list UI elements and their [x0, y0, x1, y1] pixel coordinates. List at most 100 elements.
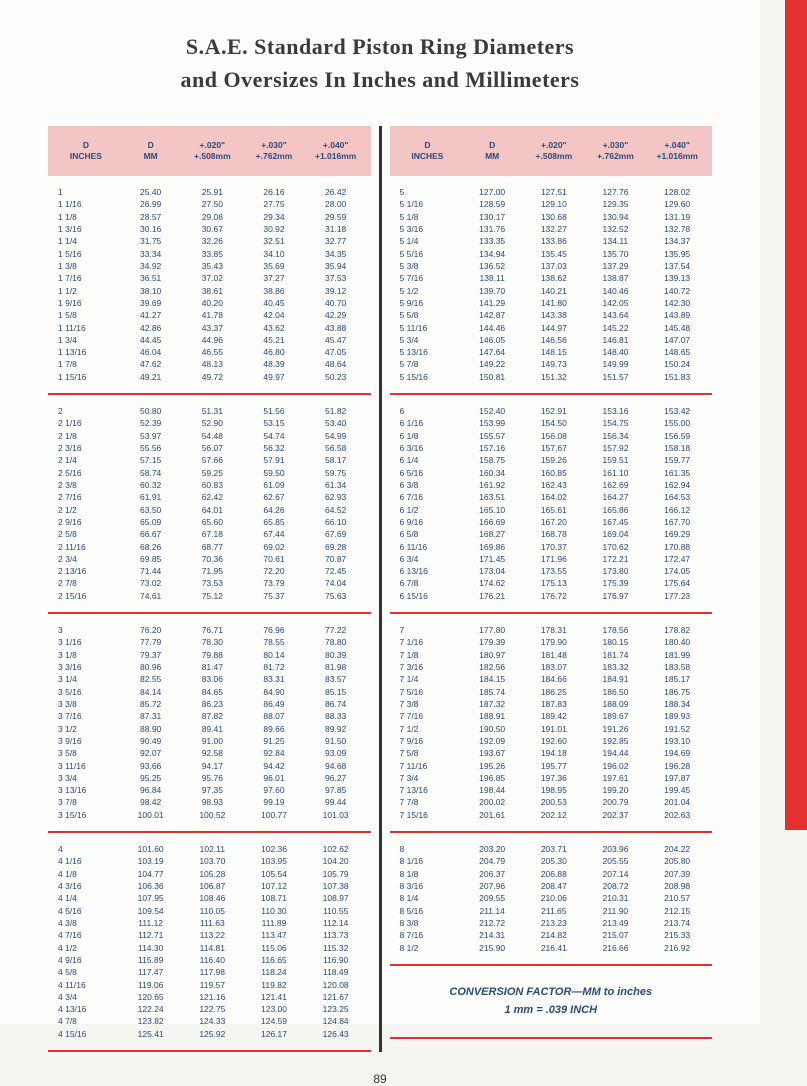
table-row: 1 15/1649.2149.7249.9750.23	[48, 371, 371, 383]
table-cell: 84.65	[182, 686, 244, 698]
table-cell: 49.72	[182, 371, 244, 383]
table-cell: 136.52	[461, 260, 523, 272]
table-cell: 30.92	[243, 223, 305, 235]
table-cell: 4 15/16	[52, 1028, 120, 1040]
table-row: 8 7/16214.31214.82215.07215.33	[390, 929, 713, 941]
table-cell: 31.75	[120, 235, 182, 247]
table-cell: 4 5/8	[52, 966, 120, 978]
table-cell: 122.24	[120, 1003, 182, 1015]
table-cell: 106.87	[182, 880, 244, 892]
table-cell: 58.17	[305, 454, 367, 466]
table-cell: 185.17	[646, 673, 708, 685]
table-cell: 172.47	[646, 553, 708, 565]
table-cell: 166.12	[646, 504, 708, 516]
table-cell: 155.00	[646, 417, 708, 429]
table-cell: 144.97	[523, 322, 585, 334]
table-cell: 140.72	[646, 285, 708, 297]
table-cell: 213.23	[523, 917, 585, 929]
table-cell: 3 15/16	[52, 809, 120, 821]
table-cell: 117.47	[120, 966, 182, 978]
col-d-mm: DMM	[120, 140, 182, 162]
table-cell: 125.92	[182, 1028, 244, 1040]
table-cell: 7 1/4	[394, 673, 462, 685]
table-cell: 70.36	[182, 553, 244, 565]
table-cell: 197.36	[523, 772, 585, 784]
col-020: +.020"+.508mm	[182, 140, 244, 162]
table-cell: 74.04	[305, 577, 367, 589]
table-cell: 27.50	[182, 198, 244, 210]
table-row: 6 3/4171.45171.96172.21172.47	[390, 553, 713, 565]
table-cell: 202.63	[646, 809, 708, 821]
table-cell: 174.62	[461, 577, 523, 589]
table-row: 3 3/1680.9681.4781.7281.98	[48, 661, 371, 673]
table-cell: 7 1/2	[394, 723, 462, 735]
table-cell: 188.34	[646, 698, 708, 710]
table-cell: 211.14	[461, 905, 523, 917]
table-cell: 39.12	[305, 285, 367, 297]
table-row: 7 7/16188.91189.42189.67189.93	[390, 710, 713, 722]
table-cell: 88.33	[305, 710, 367, 722]
table-cell: 185.74	[461, 686, 523, 698]
table-cell: 168.78	[523, 528, 585, 540]
table-cell: 138.62	[523, 272, 585, 284]
table-cell: 5 7/8	[394, 358, 462, 370]
table-cell: 44.45	[120, 334, 182, 346]
table-row: 2 3/1655.5656.0756.3256.58	[48, 442, 371, 454]
table-cell: 32.77	[305, 235, 367, 247]
table-cell: 113.22	[182, 929, 244, 941]
table-section: 8203.20203.71203.96204.228 1/16204.79205…	[390, 833, 713, 966]
table-cell: 5 13/16	[394, 346, 462, 358]
table-section: 250.8051.3151.5651.822 1/1652.3952.9053.…	[48, 395, 371, 614]
table-cell: 107.12	[243, 880, 305, 892]
table-cell: 102.36	[243, 843, 305, 855]
table-cell: 113.47	[243, 929, 305, 941]
table-cell: 135.45	[523, 248, 585, 260]
title-line-2: and Oversizes In Inches and Millimeters	[40, 63, 720, 96]
table-cell: 200.53	[523, 796, 585, 808]
table-cell: 2 5/16	[52, 467, 120, 479]
table-cell: 5 15/16	[394, 371, 462, 383]
table-cell: 85.72	[120, 698, 182, 710]
table-cell: 47.05	[305, 346, 367, 358]
table-cell: 173.55	[523, 565, 585, 577]
table-cell: 132.52	[585, 223, 647, 235]
table-row: 3 9/1690.4991.0091.2591.50	[48, 735, 371, 747]
table-cell: 95.76	[182, 772, 244, 784]
table-cell: 30.16	[120, 223, 182, 235]
table-cell: 86.23	[182, 698, 244, 710]
table-cell: 149.22	[461, 358, 523, 370]
table-cell: 178.31	[523, 624, 585, 636]
table-cell: 183.32	[585, 661, 647, 673]
table-cell: 204.22	[646, 843, 708, 855]
table-cell: 107.95	[120, 892, 182, 904]
table-row: 8 1/16204.79205.30205.55205.80	[390, 855, 713, 867]
col-d-mm: DMM	[461, 140, 523, 162]
table-section: 6152.40152.91153.16153.426 1/16153.99154…	[390, 395, 713, 614]
table-cell: 116.40	[182, 954, 244, 966]
table-row: 6 1/2165.10165.61165.86166.12	[390, 504, 713, 516]
table-cell: 184.15	[461, 673, 523, 685]
table-row: 376.2076.7176.9677.22	[48, 624, 371, 636]
table-cell: 143.38	[523, 309, 585, 321]
table-row: 7 3/4196.85197.36197.61197.87	[390, 772, 713, 784]
table-cell: 5 5/16	[394, 248, 462, 260]
table-cell: 119.06	[120, 979, 182, 991]
table-cell: 137.54	[646, 260, 708, 272]
table-cell: 34.10	[243, 248, 305, 260]
table-cell: 91.25	[243, 735, 305, 747]
table-cell: 6 11/16	[394, 541, 462, 553]
table-cell: 205.80	[646, 855, 708, 867]
table-row: 7177.80178.31178.56178.82	[390, 624, 713, 636]
table-cell: 4 9/16	[52, 954, 120, 966]
col-040: +.040"+1.016mm	[646, 140, 708, 162]
table-row: 3 5/892.0792.5892.8493.09	[48, 747, 371, 759]
table-row: 4 3/16106.36106.87107.12107.38	[48, 880, 371, 892]
table-cell: 55.56	[120, 442, 182, 454]
table-cell: 35.43	[182, 260, 244, 272]
table-cell: 132.78	[646, 223, 708, 235]
table-cell: 158.75	[461, 454, 523, 466]
table-cell: 32.26	[182, 235, 244, 247]
table-cell: 175.39	[585, 577, 647, 589]
table-cell: 78.80	[305, 636, 367, 648]
table-cell: 6 1/16	[394, 417, 462, 429]
